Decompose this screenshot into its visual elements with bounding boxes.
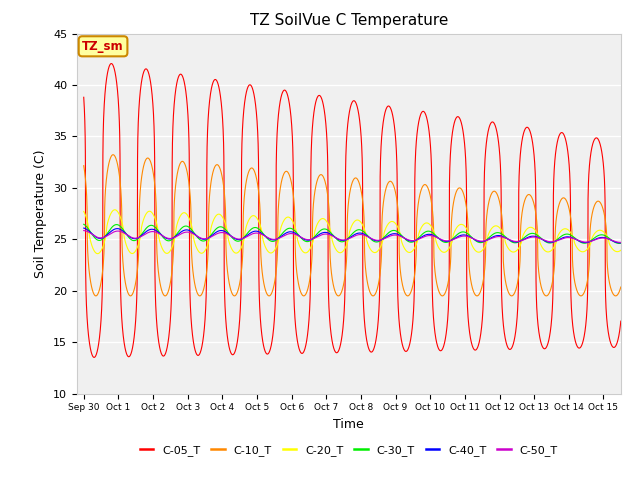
Line: C-05_T: C-05_T xyxy=(84,63,621,358)
Line: C-50_T: C-50_T xyxy=(84,230,621,242)
C-30_T xyxy=(207,232,215,238)
C-40_T xyxy=(205,235,212,241)
C-10_T xyxy=(613,293,621,299)
C-05_T xyxy=(613,341,621,347)
C-30_T xyxy=(80,221,88,227)
C-50_T xyxy=(321,231,328,237)
C-50_T xyxy=(282,232,290,238)
C-30_T xyxy=(615,240,623,246)
C-50_T xyxy=(617,240,625,245)
Title: TZ SoilVue C Temperature: TZ SoilVue C Temperature xyxy=(250,13,448,28)
C-05_T xyxy=(205,108,212,114)
C-40_T xyxy=(321,229,328,235)
C-20_T xyxy=(321,216,328,222)
C-40_T xyxy=(616,240,624,246)
C-20_T xyxy=(205,239,212,245)
C-20_T xyxy=(211,216,218,221)
C-20_T xyxy=(617,247,625,253)
C-10_T xyxy=(612,293,620,299)
C-05_T xyxy=(90,355,98,360)
C-10_T xyxy=(207,177,215,183)
Line: C-40_T: C-40_T xyxy=(84,228,621,243)
C-50_T xyxy=(80,228,88,233)
C-05_T xyxy=(321,109,328,115)
Text: TZ_sm: TZ_sm xyxy=(82,40,124,53)
C-20_T xyxy=(94,251,102,256)
C-50_T xyxy=(207,234,215,240)
C-20_T xyxy=(613,249,621,254)
X-axis label: Time: Time xyxy=(333,418,364,431)
Line: C-20_T: C-20_T xyxy=(84,210,621,253)
C-40_T xyxy=(612,240,620,245)
C-30_T xyxy=(617,240,625,246)
C-10_T xyxy=(211,166,218,171)
C-40_T xyxy=(211,231,218,237)
C-10_T xyxy=(80,163,88,168)
Line: C-30_T: C-30_T xyxy=(84,224,621,243)
C-05_T xyxy=(211,77,218,83)
Line: C-10_T: C-10_T xyxy=(84,155,621,296)
C-20_T xyxy=(111,207,118,213)
C-40_T xyxy=(207,233,215,239)
C-10_T xyxy=(321,177,328,182)
C-10_T xyxy=(282,168,290,174)
C-05_T xyxy=(617,318,625,324)
C-30_T xyxy=(282,227,290,232)
C-50_T xyxy=(617,240,625,245)
C-10_T xyxy=(205,216,212,222)
C-30_T xyxy=(612,240,620,246)
C-20_T xyxy=(282,215,290,220)
C-50_T xyxy=(612,239,620,245)
C-10_T xyxy=(617,284,625,290)
C-30_T xyxy=(211,228,218,234)
C-10_T xyxy=(109,152,117,157)
C-05_T xyxy=(80,95,88,100)
C-05_T xyxy=(108,60,115,66)
C-40_T xyxy=(617,240,625,246)
C-40_T xyxy=(282,230,290,236)
C-40_T xyxy=(80,225,88,231)
C-20_T xyxy=(207,223,215,229)
C-05_T xyxy=(207,85,215,91)
Legend: C-05_T, C-10_T, C-20_T, C-30_T, C-40_T, C-50_T: C-05_T, C-10_T, C-20_T, C-30_T, C-40_T, … xyxy=(136,440,562,460)
C-30_T xyxy=(205,235,212,241)
C-05_T xyxy=(282,89,290,95)
Y-axis label: Soil Temperature (C): Soil Temperature (C) xyxy=(35,149,47,278)
C-50_T xyxy=(205,235,212,241)
C-50_T xyxy=(211,232,218,238)
C-20_T xyxy=(80,208,88,214)
C-30_T xyxy=(321,226,328,232)
